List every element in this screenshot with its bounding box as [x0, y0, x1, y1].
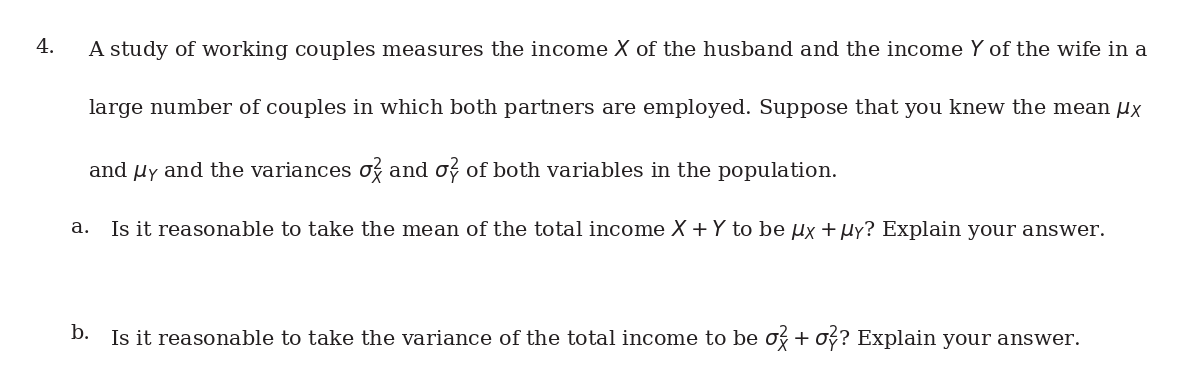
- Text: large number of couples in which both partners are employed. Suppose that you kn: large number of couples in which both pa…: [88, 97, 1143, 120]
- Text: b.: b.: [71, 324, 91, 343]
- Text: Is it reasonable to take the mean of the total income $X + Y$ to be $\mu_X +  \m: Is it reasonable to take the mean of the…: [110, 218, 1106, 242]
- Text: and $\mu_Y$ and the variances $\sigma_X^2$ and $\sigma_Y^2$ of both variables in: and $\mu_Y$ and the variances $\sigma_X^…: [88, 156, 838, 187]
- Text: 4.: 4.: [35, 38, 55, 57]
- Text: a.: a.: [71, 218, 90, 237]
- Text: Is it reasonable to take the variance of the total income to be $\sigma_X^2 +  \: Is it reasonable to take the variance of…: [110, 324, 1080, 355]
- Text: A study of working couples measures the income $X$ of the husband and the income: A study of working couples measures the …: [88, 38, 1149, 63]
